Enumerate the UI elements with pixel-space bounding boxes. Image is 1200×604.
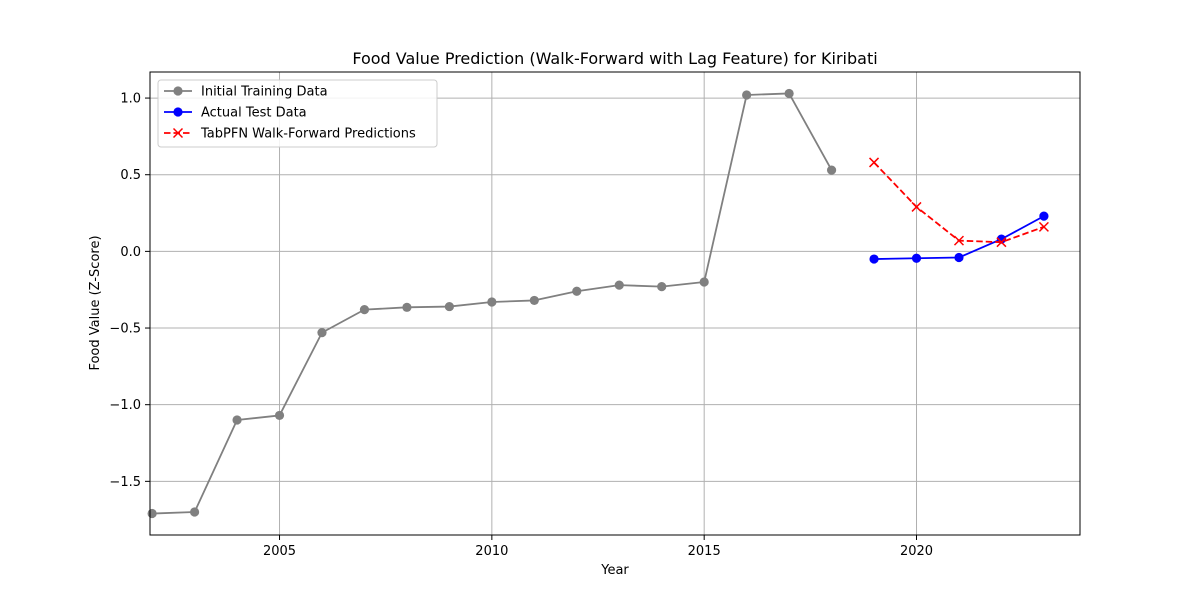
x-axis-label: Year (600, 563, 629, 578)
data-point (529, 295, 539, 306)
data-point (869, 157, 880, 168)
x-tick-label: 2015 (688, 544, 721, 559)
data-point (869, 254, 879, 264)
data-point (784, 88, 794, 99)
legend-label: Initial Training Data (201, 85, 328, 100)
y-axis-label: Food Value (Z-Score) (88, 235, 103, 370)
legend-label: TabPFN Walk-Forward Predictions (200, 127, 416, 142)
marker-stroke (1038, 221, 1049, 232)
x-tick-label: 2010 (475, 544, 508, 559)
data-point (1038, 221, 1049, 232)
data-point (444, 301, 454, 312)
data-point (317, 328, 327, 338)
legend-marker (173, 86, 183, 96)
data-point (826, 165, 837, 175)
data-point (699, 277, 709, 287)
marker-stroke (869, 157, 880, 168)
series-tabpfn-walk-forward-predictions (869, 157, 1049, 248)
data-point (996, 237, 1007, 248)
data-point (359, 305, 370, 315)
y-tick-label: 0.0 (120, 245, 141, 260)
data-point (657, 282, 667, 292)
data-point (189, 507, 200, 517)
y-tick-label: 1.0 (120, 92, 141, 107)
marker-stroke (911, 201, 922, 212)
data-point (402, 302, 412, 312)
data-point (572, 286, 582, 296)
x-tick-label: 2020 (900, 544, 933, 559)
data-point (274, 410, 285, 421)
plot-frame (149, 71, 1081, 536)
data-point (954, 252, 964, 263)
legend-marker (172, 127, 184, 139)
series-layer (147, 88, 1049, 519)
data-point (953, 235, 965, 246)
data-point (487, 297, 497, 307)
marker-stroke (953, 235, 965, 246)
y-tick-label: 0.5 (120, 168, 141, 183)
y-tick-label: −1.0 (109, 398, 141, 413)
y-tick-label: −1.5 (109, 475, 141, 490)
legend-marker (173, 107, 183, 117)
data-point (232, 415, 242, 425)
data-point (614, 280, 624, 290)
x-tick-label: 2005 (263, 544, 296, 559)
series-initial-training-data (147, 88, 837, 519)
marker-stroke (996, 237, 1007, 248)
marker-stroke (172, 127, 184, 139)
chart-title: Food Value Prediction (Walk-Forward with… (352, 49, 877, 68)
legend: Initial Training Data Actual Test Data Tab… (157, 79, 438, 148)
data-point (742, 90, 752, 100)
data-point (1039, 211, 1049, 221)
data-point (911, 253, 922, 263)
axis-ticks: 2005 2010 2015 2020 1.0 0.5 0.0 −0.5 −1.0 −1.5 (109, 92, 933, 559)
legend-box (157, 79, 438, 148)
data-point (147, 508, 157, 519)
data-point (911, 201, 922, 212)
y-tick-label: −0.5 (109, 322, 141, 337)
legend-label: Actual Test Data (201, 106, 307, 121)
